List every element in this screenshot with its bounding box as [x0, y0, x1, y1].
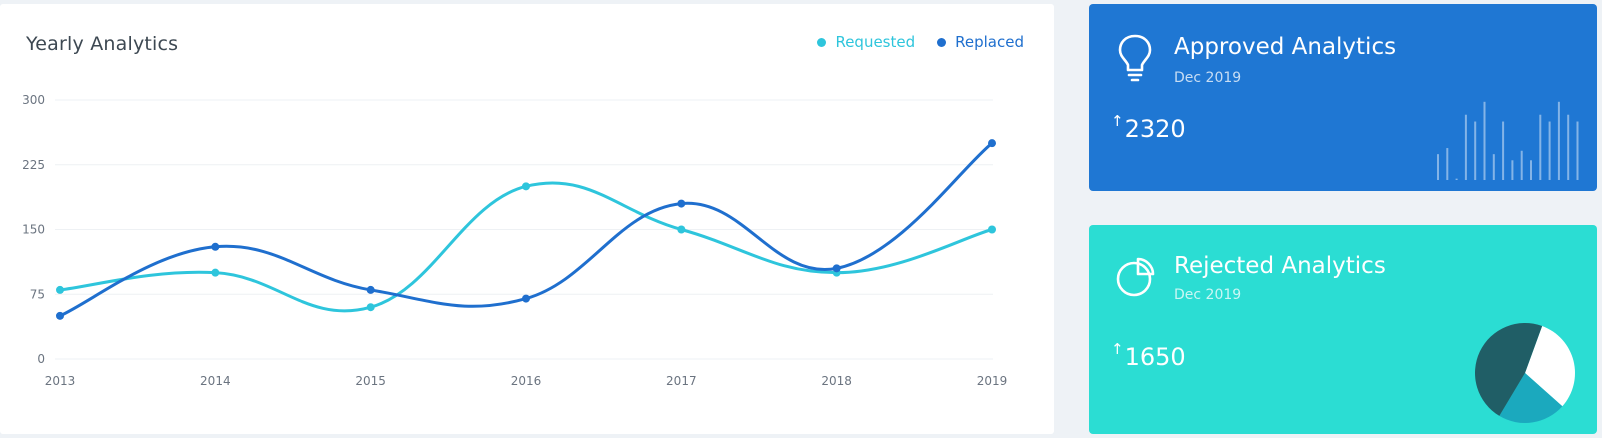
rejected-value: 1650: [1124, 343, 1186, 371]
sparkline-bar: [1446, 148, 1449, 180]
data-point-replaced[interactable]: [522, 294, 530, 303]
sparkline-bar: [1483, 101, 1486, 180]
data-point-requested[interactable]: [211, 268, 220, 277]
line-chart: 0 75 150 225 300 2013 2014 2015 2016 2017 2018 2019: [22, 93, 1008, 388]
sparkline-bar: [1474, 121, 1477, 180]
sparkline-bar: [1557, 101, 1560, 180]
legend-label-replaced: Replaced: [955, 33, 1024, 51]
lightbulb-icon: [1118, 34, 1152, 82]
approved-analytics-card[interactable]: Approved Analytics Dec 2019 ↑2320: [1089, 4, 1597, 191]
data-point-replaced[interactable]: [832, 264, 841, 273]
data-point-requested[interactable]: [56, 285, 64, 294]
approved-date: Dec 2019: [1174, 70, 1242, 86]
data-point-replaced[interactable]: [677, 199, 686, 208]
y-tick-label: 150: [22, 223, 45, 237]
approved-value-row: ↑2320: [1111, 112, 1186, 143]
legend-dot-requested: [817, 37, 827, 47]
approved-title: Approved Analytics: [1174, 34, 1397, 60]
x-tick-label: 2016: [511, 374, 542, 388]
sparkline-bar: [1539, 114, 1542, 180]
arrow-up-icon: ↑: [1111, 340, 1124, 358]
sparkline-bar: [1567, 114, 1570, 180]
approved-sparkline: [1437, 101, 1579, 180]
sparkline-bar: [1511, 160, 1514, 180]
rejected-pie: [1475, 323, 1575, 423]
chart-title: Yearly Analytics: [26, 33, 179, 55]
legend-label-requested: Requested: [835, 33, 916, 51]
chart-legend: Requested Replaced: [795, 33, 1024, 51]
data-point-requested[interactable]: [988, 225, 996, 234]
sparkline-bar: [1576, 121, 1579, 180]
rejected-title: Rejected Analytics: [1174, 253, 1386, 279]
legend-item-requested[interactable]: Requested: [817, 33, 915, 51]
data-point-requested[interactable]: [677, 225, 686, 234]
data-point-replaced[interactable]: [366, 285, 375, 294]
sparkline-bar: [1502, 121, 1505, 180]
legend-dot-replaced: [937, 37, 947, 47]
data-point-requested[interactable]: [522, 182, 530, 191]
data-point-replaced[interactable]: [56, 311, 64, 320]
sparkline-bar: [1464, 114, 1467, 180]
yearly-analytics-card: Yearly Analytics Requested Replaced 0 75 1…: [0, 4, 1054, 434]
sparkline-bar: [1530, 160, 1532, 180]
rejected-date: Dec 2019: [1174, 287, 1242, 303]
sparkline-bar: [1455, 178, 1458, 180]
arrow-up-icon: ↑: [1111, 112, 1124, 130]
y-tick-label: 225: [22, 158, 45, 172]
x-tick-label: 2019: [977, 374, 1008, 388]
sparkline-bar: [1437, 154, 1439, 180]
sparkline-bar: [1548, 121, 1551, 180]
x-tick-label: 2013: [45, 374, 76, 388]
data-point-replaced[interactable]: [211, 242, 220, 251]
rejected-value-row: ↑1650: [1111, 340, 1186, 371]
x-tick-label: 2014: [200, 374, 231, 388]
x-tick-label: 2018: [821, 374, 852, 388]
legend-item-replaced[interactable]: Replaced: [937, 33, 1024, 51]
pie-slice: [1525, 326, 1575, 407]
y-tick-label: 300: [22, 93, 45, 107]
rejected-analytics-card[interactable]: Rejected Analytics Dec 2019 ↑1650: [1089, 225, 1597, 434]
y-tick-label: 75: [30, 287, 45, 301]
data-point-replaced[interactable]: [988, 139, 996, 148]
sparkline-bar: [1520, 150, 1523, 180]
x-tick-label: 2017: [666, 374, 697, 388]
sparkline-bar: [1492, 154, 1495, 180]
pie-chart-icon: [1116, 257, 1155, 297]
pie-slice: [1475, 323, 1543, 416]
x-tick-label: 2015: [355, 374, 386, 388]
series-line-requested: [59, 181, 993, 313]
approved-value: 2320: [1124, 115, 1186, 143]
y-tick-label: 0: [37, 352, 45, 366]
pie-slice: [1499, 373, 1563, 423]
data-point-requested[interactable]: [366, 303, 375, 312]
